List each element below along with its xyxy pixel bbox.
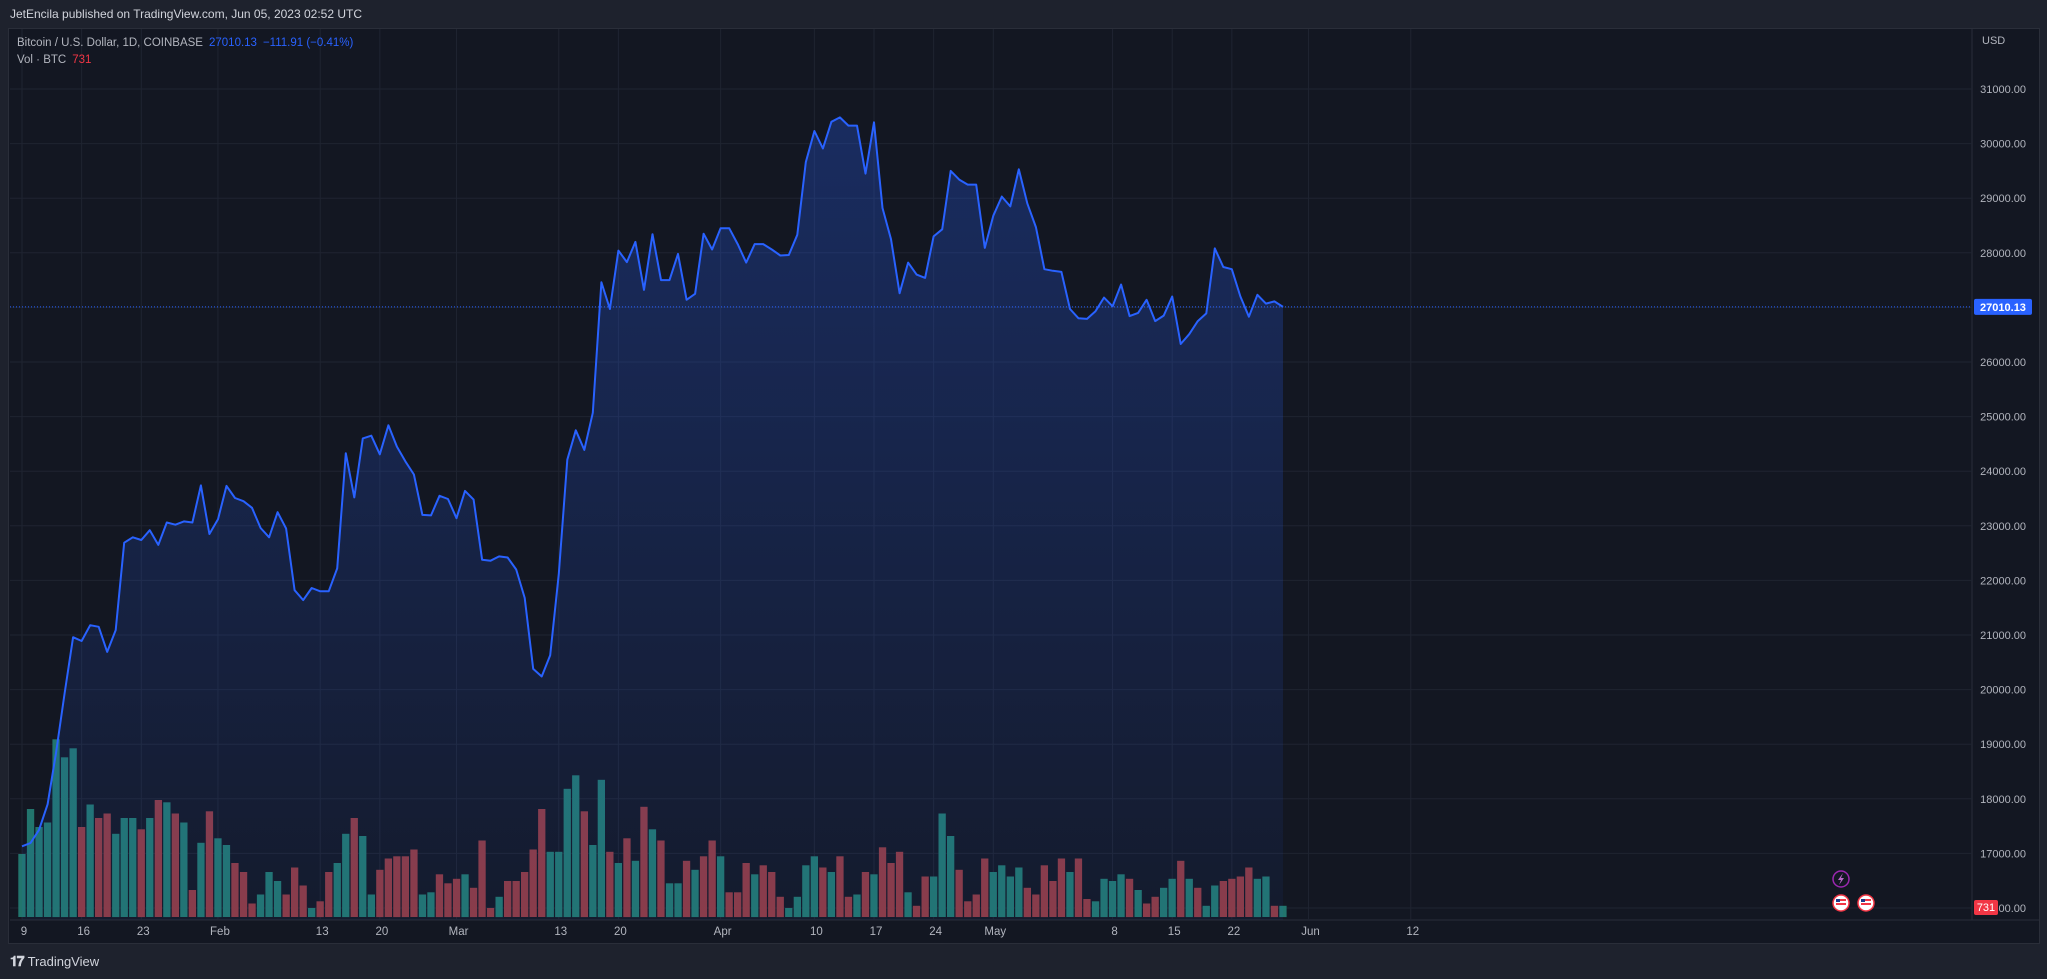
volume-legend-row[interactable]: Vol · BTC 731	[17, 52, 353, 69]
brand-name: TradingView	[27, 954, 100, 969]
x-tick-label: 10	[810, 926, 823, 938]
symbol-legend-row[interactable]: Bitcoin / U.S. Dollar, 1D, COINBASE 27010…	[17, 35, 353, 52]
y-tick-label: 21000.00	[1980, 630, 2026, 642]
x-tick-label: 24	[929, 926, 942, 938]
currency-label: USD	[1982, 35, 2005, 47]
x-tick-label: May	[984, 926, 1006, 938]
price-line[interactable]	[21, 116, 1284, 848]
footer-brand[interactable]: 𝟏𝟕 TradingView	[10, 953, 99, 970]
x-tick-label: Jun	[1301, 926, 1320, 938]
chart-legend: Bitcoin / U.S. Dollar, 1D, COINBASE 27010…	[17, 35, 353, 69]
price-area-fill	[22, 117, 1283, 920]
x-tick-label: 22	[1227, 926, 1240, 938]
x-tick-label: 13	[316, 926, 329, 938]
x-tick-label: 12	[1406, 926, 1419, 938]
lightning-event-icon[interactable]	[1832, 870, 1850, 888]
y-tick-label: 24000.00	[1980, 466, 2026, 478]
x-tick-label: Mar	[449, 926, 469, 938]
x-tick-label: 8	[1111, 926, 1117, 938]
y-tick-label: 20000.00	[1980, 685, 2026, 697]
last-price-badge	[1974, 298, 2032, 315]
y-tick-label: 23000.00	[1980, 521, 2026, 533]
symbol-name[interactable]: Bitcoin / U.S. Dollar, 1D, COINBASE	[17, 37, 203, 49]
legend-change: −111.91 (−0.41%)	[262, 37, 354, 49]
y-tick-label: 22000.00	[1980, 575, 2026, 587]
y-tick-label: 25000.00	[1980, 412, 2026, 424]
publish-header: JetEncila published on TradingView.com, …	[0, 0, 2047, 28]
x-tick-label: 15	[1168, 926, 1181, 938]
x-tick-label: 13	[554, 926, 567, 938]
volume-badge	[1974, 900, 1998, 915]
x-tick-label: 20	[614, 926, 627, 938]
y-tick-label: 17000.00	[1980, 848, 2026, 860]
y-tick-label: 26000.00	[1980, 357, 2026, 369]
volume-value: 731	[72, 54, 92, 66]
y-tick-label: 30000.00	[1980, 139, 2026, 151]
x-tick-label: 23	[137, 926, 150, 938]
volume-axis-label: 731	[1977, 902, 1995, 914]
y-tick-label: 19000.00	[1980, 739, 2026, 751]
legend-price: 27010.13	[208, 37, 257, 49]
y-tick-label: 29000.00	[1980, 193, 2026, 205]
x-tick-label: Feb	[210, 926, 230, 938]
us-flag-event-icon[interactable]	[1832, 894, 1850, 912]
tradingview-logo-icon: 𝟏𝟕	[10, 953, 25, 969]
publish-info: JetEncila published on TradingView.com, …	[10, 7, 362, 21]
x-tick-label: 16	[77, 926, 90, 938]
x-tick-label: 17	[870, 926, 883, 938]
x-tick-label: 20	[375, 926, 388, 938]
volume-label[interactable]: Vol · BTC	[17, 54, 67, 66]
x-tick-label: 9	[21, 926, 27, 938]
y-tick-label: 18000.00	[1980, 794, 2026, 806]
us-flag-event-icon[interactable]	[1857, 894, 1875, 912]
volume-bar	[18, 854, 26, 917]
y-tick-label: 31000.00	[1980, 84, 2026, 96]
x-tick-label: Apr	[714, 926, 732, 938]
last-price-label: 27010.13	[1980, 302, 2026, 314]
y-tick-label: 28000.00	[1980, 248, 2026, 260]
